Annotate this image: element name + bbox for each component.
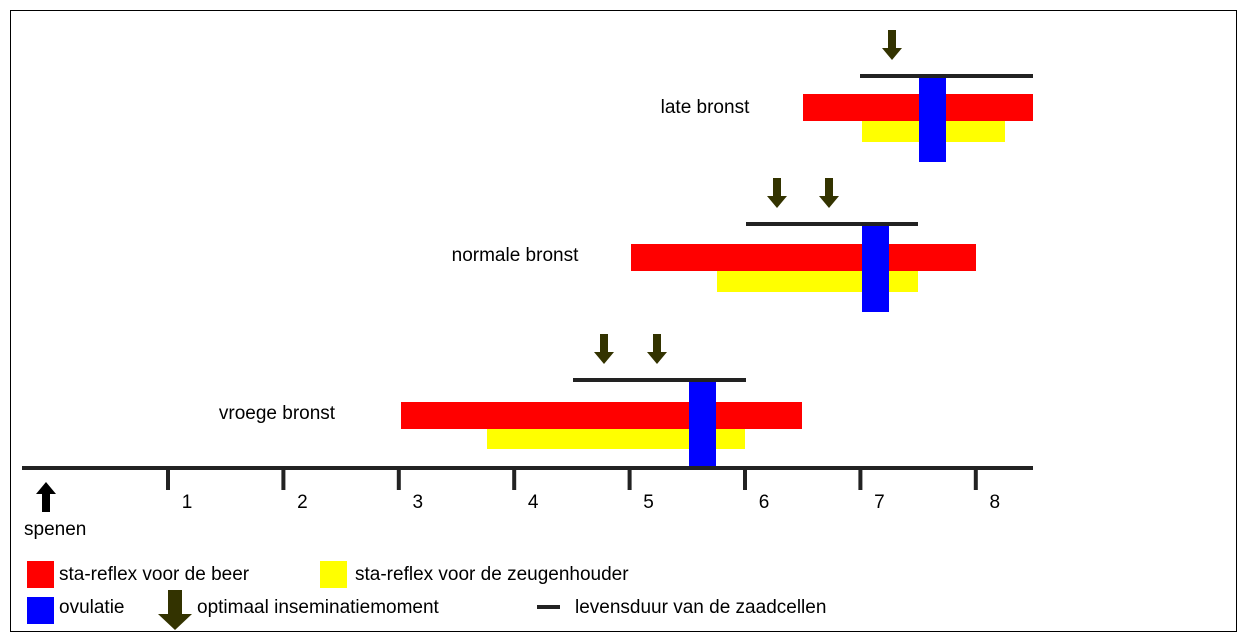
frame [10, 10, 1237, 632]
legend-swatch [27, 597, 54, 624]
tick-mark [166, 470, 170, 490]
tick-mark [627, 470, 632, 490]
red-bar [631, 244, 976, 271]
red-bar [401, 402, 802, 429]
row-label: normale bronst [452, 245, 579, 266]
start-label: spenen [24, 519, 86, 540]
legend-arrow [158, 590, 192, 630]
sperm-line [860, 74, 1033, 78]
row-label: late bronst [661, 97, 750, 118]
yellow-bar [487, 429, 745, 449]
legend-swatch [27, 561, 54, 588]
tick-label: 8 [990, 492, 1001, 513]
tick-label: 6 [759, 492, 770, 513]
legend-swatch [320, 561, 347, 588]
start-arrow [36, 482, 56, 512]
legend-text: sta-reflex voor de zeugenhouder [355, 564, 629, 585]
tick-mark [281, 470, 286, 490]
tick-label: 7 [874, 492, 885, 513]
sperm-line [573, 378, 746, 382]
blue-bar [689, 381, 716, 466]
tick-label: 2 [297, 492, 308, 513]
blue-bar [919, 75, 946, 162]
arrow [594, 334, 614, 364]
arrow [647, 334, 667, 364]
red-bar [803, 94, 1033, 121]
arrow [882, 30, 902, 60]
legend-text: sta-reflex voor de beer [59, 564, 250, 585]
tick-mark [858, 470, 863, 490]
tick-mark [973, 470, 978, 490]
ticks: 1 2 3 4 5 6 7 8 [166, 470, 1000, 513]
blue-bar [862, 224, 889, 312]
tick-mark [512, 470, 517, 490]
arrow [767, 178, 787, 208]
legend-text: levensduur van de zaadcellen [575, 597, 826, 618]
tick-mark [743, 470, 747, 490]
legend-line [537, 605, 560, 609]
row-label: vroege bronst [219, 403, 336, 424]
legend-text: ovulatie [59, 597, 125, 618]
arrow [819, 178, 839, 208]
sperm-line [746, 222, 918, 226]
axis-line [22, 466, 1033, 470]
tick-label: 4 [528, 492, 539, 513]
tick-label: 5 [643, 492, 654, 513]
tick-mark [396, 470, 401, 490]
tick-label: 3 [413, 492, 424, 513]
tick-label: 1 [182, 492, 193, 513]
legend-text: optimaal inseminatiemoment [197, 597, 440, 618]
